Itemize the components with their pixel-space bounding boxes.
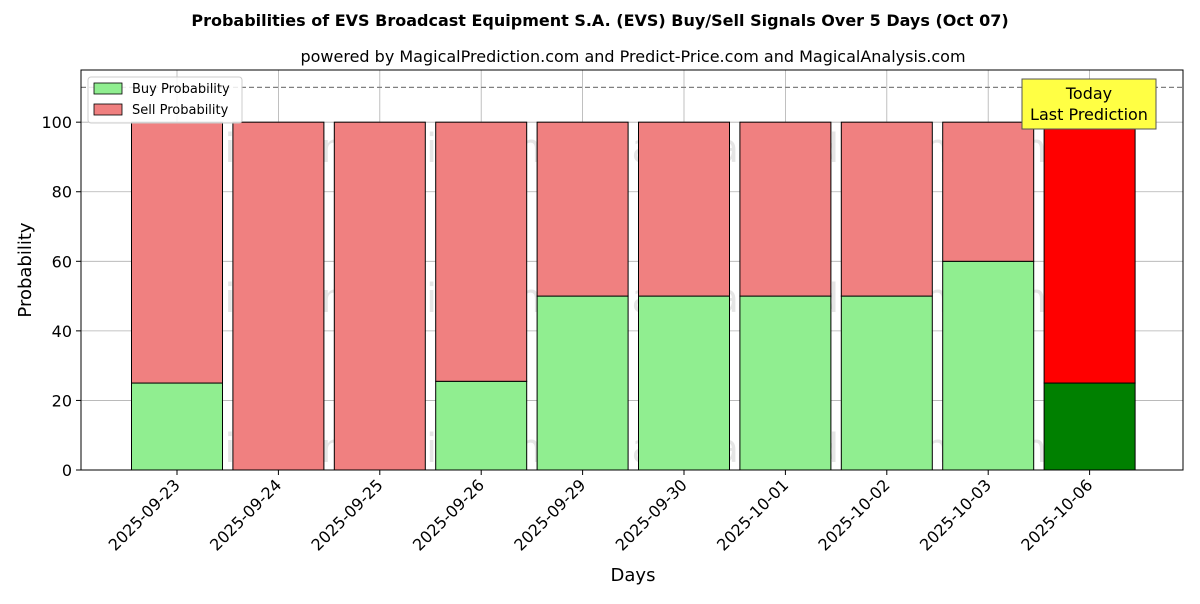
x-tick-label: 2025-10-01 <box>713 475 792 554</box>
x-axis-label: Days <box>611 565 656 586</box>
bar-buy <box>840 295 933 471</box>
bar-sell <box>333 121 426 471</box>
x-tick-label: 2025-09-30 <box>612 475 691 554</box>
y-tick-label: 100 <box>41 113 72 132</box>
bar-sell <box>536 121 629 297</box>
x-tick-label: 2025-09-25 <box>307 475 386 554</box>
bar-sell <box>942 121 1035 262</box>
y-tick-label: 0 <box>62 461 72 480</box>
chart-subtitle: powered by MagicalPrediction.com and Pre… <box>300 47 965 66</box>
y-tick-label: 40 <box>52 322 72 341</box>
bar-sell <box>435 121 528 382</box>
legend-swatch-sell <box>93 103 123 116</box>
bar-sell <box>131 121 223 384</box>
legend: Buy Probability Sell Probability <box>87 76 243 124</box>
bar-sell <box>638 121 730 297</box>
legend-frame <box>87 76 243 124</box>
annotation-last-prediction: Last Prediction <box>1030 105 1148 124</box>
x-tick-label: 2025-09-29 <box>510 475 589 554</box>
bar-sell <box>232 121 325 471</box>
y-axis: 0 20 40 60 80 100 <box>41 113 81 480</box>
bar-buy <box>131 382 223 471</box>
x-tick-label: 2025-10-02 <box>814 475 893 554</box>
bar-buy <box>638 295 730 471</box>
x-tick-label: 2025-10-03 <box>916 475 995 554</box>
bar-sell <box>840 121 933 297</box>
y-tick-label: 80 <box>52 183 72 202</box>
y-axis-label: Probability <box>15 222 36 317</box>
bar-buy <box>536 295 629 471</box>
legend-label-buy: Buy Probability <box>132 82 230 97</box>
bar-sell <box>739 121 832 297</box>
y-tick-label: 60 <box>52 252 72 271</box>
today-annotation: Today Last Prediction <box>1021 78 1157 130</box>
bar-buy <box>1043 382 1136 471</box>
annotation-box <box>1021 78 1157 130</box>
annotation-today: Today <box>1065 84 1112 103</box>
bar-buy <box>942 260 1035 471</box>
legend-label-sell: Sell Probability <box>132 103 229 118</box>
y-tick-label: 20 <box>52 391 72 410</box>
legend-swatch-buy <box>93 82 123 95</box>
bar-buy <box>435 380 528 471</box>
chart-title: Probabilities of EVS Broadcast Equipment… <box>191 11 1008 30</box>
x-tick-label: 2025-10-06 <box>1017 475 1096 554</box>
x-tick-label: 2025-09-26 <box>409 475 488 554</box>
x-tick-label: 2025-09-24 <box>206 475 285 554</box>
bar-buy <box>739 295 832 471</box>
bar-layer <box>131 121 1136 471</box>
x-axis: 2025-09-23 2025-09-24 2025-09-25 2025-09-26… <box>105 470 1096 555</box>
plot-frame <box>80 69 1184 471</box>
x-tick-label: 2025-09-23 <box>105 475 184 554</box>
bar-sell <box>1043 121 1136 384</box>
